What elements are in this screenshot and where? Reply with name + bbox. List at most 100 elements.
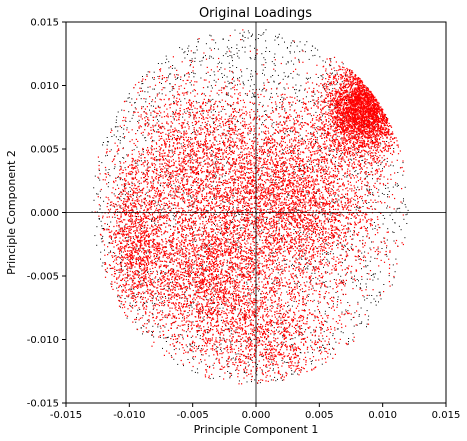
data-point xyxy=(318,117,320,119)
data-point xyxy=(341,77,343,79)
data-point xyxy=(156,256,158,257)
data-point xyxy=(296,73,298,75)
data-point xyxy=(322,281,324,283)
data-point xyxy=(97,193,99,195)
data-point xyxy=(366,92,368,94)
data-point xyxy=(233,54,235,55)
data-point xyxy=(366,98,368,100)
data-point xyxy=(277,305,279,307)
data-point xyxy=(202,264,204,266)
data-point xyxy=(194,73,196,75)
data-point xyxy=(221,268,223,270)
data-point xyxy=(322,74,324,76)
data-point xyxy=(338,109,340,111)
data-point xyxy=(342,75,344,77)
data-point xyxy=(242,274,244,276)
data-point xyxy=(212,377,214,379)
data-point xyxy=(323,331,325,333)
data-point xyxy=(359,142,361,144)
data-point xyxy=(283,172,284,174)
data-point xyxy=(343,143,345,145)
data-point xyxy=(388,275,390,277)
data-point xyxy=(197,372,199,374)
data-point xyxy=(248,289,250,291)
data-point xyxy=(332,142,334,144)
data-point xyxy=(351,122,353,124)
data-point xyxy=(233,217,235,219)
data-point xyxy=(336,139,339,141)
data-point xyxy=(370,147,372,149)
data-point xyxy=(219,149,221,151)
data-point xyxy=(206,123,208,125)
data-point xyxy=(206,102,208,104)
data-point xyxy=(346,115,348,117)
data-point xyxy=(321,202,323,203)
data-point xyxy=(349,103,351,105)
data-point xyxy=(228,48,230,50)
data-point xyxy=(334,97,336,100)
data-point xyxy=(221,62,223,64)
data-point xyxy=(371,130,373,132)
data-point xyxy=(344,313,346,315)
data-point xyxy=(303,232,305,234)
data-point xyxy=(312,95,314,97)
data-point xyxy=(324,116,326,118)
data-point xyxy=(286,263,288,265)
data-point xyxy=(113,193,115,195)
data-point xyxy=(350,87,352,89)
data-point xyxy=(397,184,399,186)
data-point xyxy=(264,120,266,122)
data-point xyxy=(167,77,169,79)
data-point xyxy=(259,289,261,291)
data-point xyxy=(226,226,228,228)
data-point xyxy=(375,202,377,203)
data-point xyxy=(367,172,369,173)
data-point xyxy=(99,179,101,181)
data-point xyxy=(244,51,246,53)
data-point xyxy=(345,115,347,117)
data-point xyxy=(150,114,152,116)
data-point xyxy=(233,214,235,216)
data-point xyxy=(296,45,298,47)
data-point xyxy=(99,208,101,210)
data-point xyxy=(327,253,329,255)
data-point xyxy=(219,337,221,339)
data-point xyxy=(348,117,350,119)
data-point xyxy=(339,66,341,68)
data-point xyxy=(370,93,372,95)
data-point xyxy=(357,129,360,131)
data-point xyxy=(254,47,255,49)
data-point xyxy=(213,71,215,73)
data-point xyxy=(364,177,366,179)
data-point xyxy=(184,98,186,100)
data-point xyxy=(210,328,212,329)
data-point xyxy=(143,172,144,174)
data-point xyxy=(245,366,247,368)
data-point xyxy=(147,251,149,253)
data-point xyxy=(247,134,249,136)
data-point xyxy=(125,204,127,206)
data-point xyxy=(329,214,331,216)
data-point xyxy=(210,243,212,245)
data-point xyxy=(340,85,342,87)
data-point xyxy=(329,81,331,83)
data-point xyxy=(360,142,362,144)
data-point xyxy=(392,165,394,167)
data-point xyxy=(385,131,387,133)
data-point xyxy=(345,95,347,97)
data-point xyxy=(173,95,175,97)
data-point xyxy=(220,233,222,235)
data-point xyxy=(341,311,343,313)
data-point xyxy=(106,228,108,230)
data-point xyxy=(229,340,231,342)
data-point xyxy=(292,344,294,346)
data-point xyxy=(168,297,169,299)
data-point xyxy=(310,168,312,170)
data-point xyxy=(271,166,273,168)
data-point xyxy=(134,295,136,297)
data-point xyxy=(335,165,337,167)
data-point xyxy=(198,286,200,287)
data-point xyxy=(350,277,352,279)
data-point xyxy=(281,268,283,270)
data-point xyxy=(335,104,337,106)
